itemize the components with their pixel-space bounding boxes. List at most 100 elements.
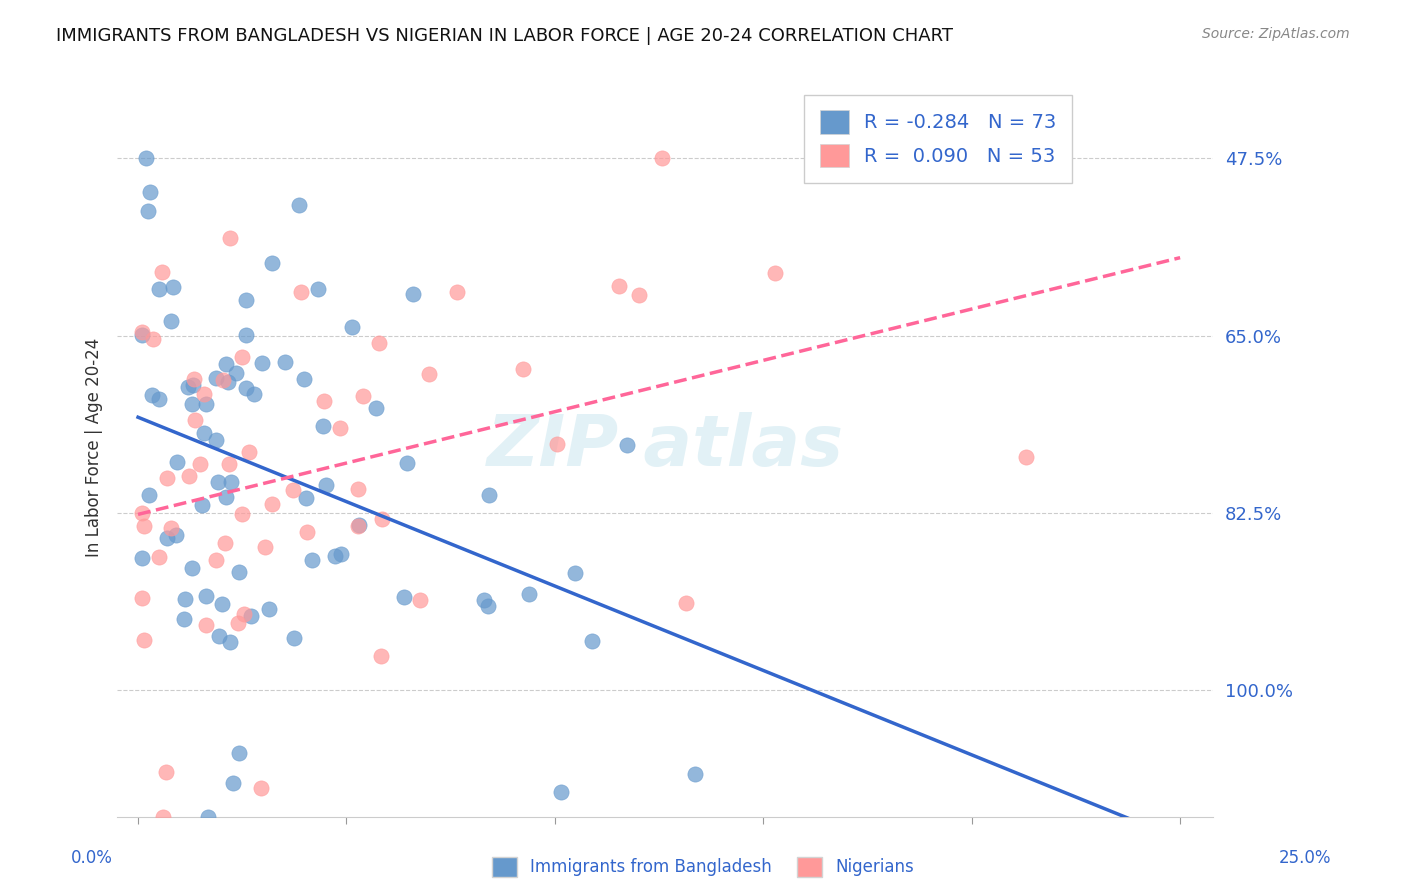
Point <box>231 507 253 521</box>
Point <box>176 380 198 394</box>
Point <box>152 809 174 823</box>
Point <box>190 498 212 512</box>
Text: Source: ZipAtlas.com: Source: ZipAtlas.com <box>1202 27 1350 41</box>
Point <box>177 468 200 483</box>
Point <box>581 633 603 648</box>
Point <box>329 548 352 562</box>
Point <box>131 591 153 606</box>
Point <box>194 396 217 410</box>
Point <box>218 458 240 472</box>
Point <box>135 152 157 166</box>
Point <box>214 536 236 550</box>
Point <box>340 320 363 334</box>
Point <box>205 552 228 566</box>
Point <box>221 475 243 490</box>
Point <box>226 615 249 630</box>
Point <box>517 587 540 601</box>
Point <box>225 366 247 380</box>
Point <box>162 280 184 294</box>
Point <box>1015 450 1038 465</box>
Point <box>347 518 370 533</box>
Point <box>292 372 315 386</box>
Point <box>283 632 305 646</box>
Point <box>550 785 572 799</box>
Point <box>131 327 153 342</box>
Point <box>131 325 153 339</box>
Point <box>418 367 440 381</box>
Legend: R = -0.284   N = 73, R =  0.090   N = 53: R = -0.284 N = 73, R = 0.090 N = 53 <box>804 95 1073 183</box>
Point <box>290 285 312 299</box>
Point <box>371 512 394 526</box>
Y-axis label: In Labor Force | Age 20-24: In Labor Force | Age 20-24 <box>86 337 103 557</box>
Point <box>188 457 211 471</box>
Text: 0.0%: 0.0% <box>70 849 112 867</box>
Point <box>370 648 392 663</box>
Point <box>312 418 335 433</box>
Point <box>205 370 228 384</box>
Point <box>607 278 630 293</box>
Point <box>243 387 266 401</box>
Point <box>235 293 257 307</box>
Point <box>148 550 170 565</box>
Text: ZIP atlas: ZIP atlas <box>486 412 844 482</box>
Point <box>156 531 179 545</box>
Point <box>138 186 160 200</box>
Point <box>364 401 387 415</box>
Point <box>446 285 468 300</box>
Point <box>194 618 217 632</box>
Point <box>295 524 318 539</box>
Point <box>392 590 415 604</box>
Point <box>193 425 215 440</box>
Point <box>217 375 239 389</box>
Point <box>323 549 346 563</box>
Point <box>288 198 311 212</box>
Point <box>184 413 207 427</box>
Point <box>233 607 256 621</box>
Point <box>347 482 370 496</box>
Text: 25.0%: 25.0% <box>1278 849 1331 867</box>
Point <box>347 519 370 533</box>
Point <box>132 632 155 647</box>
Point <box>195 589 218 603</box>
Point <box>546 437 568 451</box>
Point <box>352 389 374 403</box>
Point <box>307 282 329 296</box>
Point <box>215 357 238 371</box>
Point <box>395 456 418 470</box>
Point <box>254 540 277 554</box>
Point <box>235 327 257 342</box>
Point <box>174 592 197 607</box>
Point <box>211 597 233 611</box>
Point <box>616 437 638 451</box>
Point <box>228 747 250 761</box>
Point <box>141 388 163 402</box>
Point <box>181 378 204 392</box>
Point <box>207 475 229 490</box>
Legend: Immigrants from Bangladesh, Nigerians: Immigrants from Bangladesh, Nigerians <box>485 850 921 884</box>
Point <box>208 629 231 643</box>
Point <box>260 497 283 511</box>
Point <box>219 231 242 245</box>
Point <box>763 266 786 280</box>
Point <box>675 596 697 610</box>
Point <box>222 775 245 789</box>
Point <box>219 635 242 649</box>
Point <box>138 488 160 502</box>
Point <box>329 421 352 435</box>
Point <box>212 373 235 387</box>
Point <box>180 560 202 574</box>
Point <box>183 372 205 386</box>
Point <box>148 392 170 407</box>
Point <box>402 287 425 301</box>
Point <box>301 553 323 567</box>
Point <box>312 394 335 409</box>
Point <box>250 356 273 370</box>
Point <box>156 471 179 485</box>
Point <box>215 490 238 504</box>
Point <box>260 256 283 270</box>
Point <box>283 483 305 497</box>
Point <box>257 602 280 616</box>
Point <box>478 488 501 502</box>
Point <box>159 521 181 535</box>
Point <box>150 265 173 279</box>
